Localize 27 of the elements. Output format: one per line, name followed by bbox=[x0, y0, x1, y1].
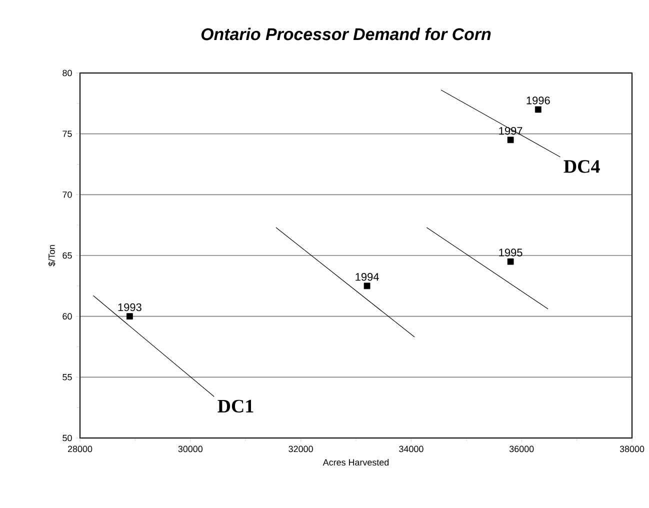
x-tick-label: 30000 bbox=[178, 446, 203, 452]
x-tick-label: 32000 bbox=[288, 446, 313, 452]
annotation: DC1 bbox=[218, 400, 254, 413]
point bbox=[507, 258, 514, 265]
x-tick-label: 28000 bbox=[68, 446, 92, 452]
y-tick-label: 75 bbox=[62, 130, 72, 137]
y-tick-label: 60 bbox=[62, 313, 72, 320]
annotation: DC4 bbox=[564, 160, 600, 173]
x-tick-label: 36000 bbox=[509, 446, 534, 452]
y-tick-label: 50 bbox=[62, 434, 72, 442]
annotation: 1994 bbox=[356, 272, 379, 281]
point bbox=[534, 106, 542, 113]
y-tick-label: 55 bbox=[62, 374, 72, 380]
x-tick-label: 38000 bbox=[620, 446, 644, 452]
y-tick-label: 65 bbox=[62, 252, 72, 259]
y-axis-title: $/Ton bbox=[48, 245, 56, 266]
x-axis-title: Acres Harvested bbox=[322, 458, 389, 466]
annotation: 1995 bbox=[499, 248, 522, 256]
annotation: 1996 bbox=[526, 96, 550, 104]
annotation: 1993 bbox=[118, 303, 142, 312]
point bbox=[126, 313, 133, 320]
x-tick-label: 34000 bbox=[399, 446, 424, 452]
y-tick-label: 80 bbox=[62, 70, 72, 76]
y-tick-label: 70 bbox=[62, 191, 72, 198]
chart-title: Ontario Processor Demand for Corn bbox=[201, 28, 491, 40]
point bbox=[364, 282, 370, 290]
point bbox=[507, 136, 514, 144]
